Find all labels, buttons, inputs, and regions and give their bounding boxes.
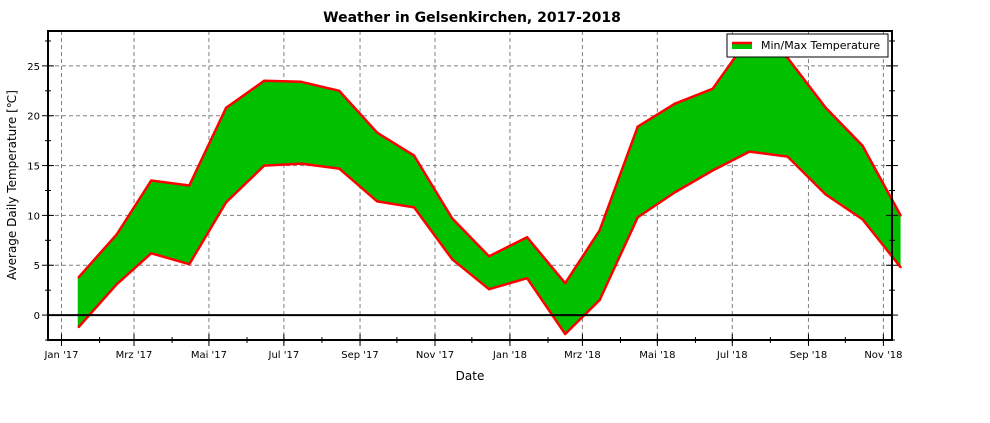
y-tick-label: 25 bbox=[27, 62, 40, 73]
min-point bbox=[337, 167, 341, 170]
y-tick-label: 0 bbox=[34, 311, 40, 322]
min-point bbox=[376, 200, 379, 203]
x-tick-label: Jul '17 bbox=[268, 350, 300, 361]
min-point bbox=[263, 164, 266, 167]
y-tick-label: 5 bbox=[34, 261, 40, 272]
max-point bbox=[487, 255, 491, 258]
min-point bbox=[748, 150, 751, 153]
max-point bbox=[224, 106, 228, 109]
legend-box bbox=[726, 33, 889, 58]
min-point bbox=[598, 298, 601, 302]
max-point bbox=[263, 79, 266, 83]
max-point bbox=[77, 276, 80, 279]
plot-frame bbox=[47, 30, 893, 341]
min-point bbox=[711, 169, 714, 172]
min-point bbox=[450, 258, 454, 261]
x-tick-label: Mai '17 bbox=[191, 350, 227, 361]
data-area bbox=[77, 35, 902, 336]
min-point bbox=[673, 191, 676, 194]
x-tick-label: Jan '18 bbox=[492, 350, 527, 361]
min-point bbox=[525, 277, 529, 280]
max-point bbox=[899, 214, 902, 217]
min-max-band bbox=[78, 37, 901, 334]
x-tick-label: Nov '18 bbox=[864, 350, 902, 361]
x-axis-label: Date bbox=[456, 369, 485, 383]
chart-title: Weather in Gelsenkirchen, 2017-2018 bbox=[323, 10, 621, 26]
max-point bbox=[598, 229, 601, 232]
max-point bbox=[824, 106, 827, 109]
min-point bbox=[77, 325, 80, 329]
max-point bbox=[711, 87, 714, 91]
max-point bbox=[115, 233, 118, 236]
min-point bbox=[564, 332, 567, 336]
min-point bbox=[115, 282, 118, 286]
min-point bbox=[224, 201, 228, 204]
min-point bbox=[299, 162, 303, 165]
min-point bbox=[487, 287, 491, 291]
y-tick-label: 20 bbox=[27, 112, 40, 123]
legend: Min/Max Temperature bbox=[726, 33, 889, 58]
min-point bbox=[824, 193, 827, 196]
max-point bbox=[188, 184, 191, 187]
min-point bbox=[636, 216, 639, 219]
max-point bbox=[525, 236, 529, 239]
x-tick-label: Mrz '17 bbox=[116, 350, 153, 361]
min-point bbox=[188, 263, 191, 266]
y-tick-label: 15 bbox=[27, 162, 40, 173]
x-tick-label: Jan '17 bbox=[43, 350, 78, 361]
x-tick-label: Sep '18 bbox=[790, 350, 828, 361]
max-point bbox=[636, 125, 639, 128]
max-point bbox=[376, 131, 379, 134]
x-tick-label: Mai '18 bbox=[639, 350, 675, 361]
min-point bbox=[149, 252, 153, 255]
max-point bbox=[149, 179, 153, 182]
ticks bbox=[42, 40, 898, 346]
y-tick-labels: 0 5 10 15 20 25 bbox=[27, 62, 40, 322]
x-tick-label: Nov '17 bbox=[416, 350, 454, 361]
min-point bbox=[786, 155, 789, 158]
x-tick-label: Mrz '18 bbox=[564, 350, 601, 361]
x-tick-label: Sep '17 bbox=[341, 350, 379, 361]
max-point bbox=[861, 144, 864, 147]
max-point bbox=[564, 281, 567, 285]
min-point bbox=[861, 218, 864, 221]
max-point bbox=[412, 154, 416, 157]
y-tick-label: 10 bbox=[27, 211, 40, 222]
x-tick-labels: Jan '17 Mrz '17 Mai '17 Jul '17 Sep '17 Nov '… bbox=[43, 350, 902, 361]
min-point bbox=[412, 206, 416, 209]
max-point bbox=[450, 217, 454, 220]
legend-swatch bbox=[732, 41, 752, 49]
max-point bbox=[337, 89, 341, 93]
legend-label: Min/Max Temperature bbox=[761, 39, 880, 52]
legend-fill-swatch bbox=[732, 42, 752, 49]
max-point bbox=[299, 80, 303, 84]
y-axis-label: Average Daily Temperature [℃] bbox=[5, 90, 19, 280]
max-point bbox=[673, 102, 676, 105]
x-tick-label: Jul '18 bbox=[716, 350, 748, 361]
min-point bbox=[899, 266, 902, 269]
